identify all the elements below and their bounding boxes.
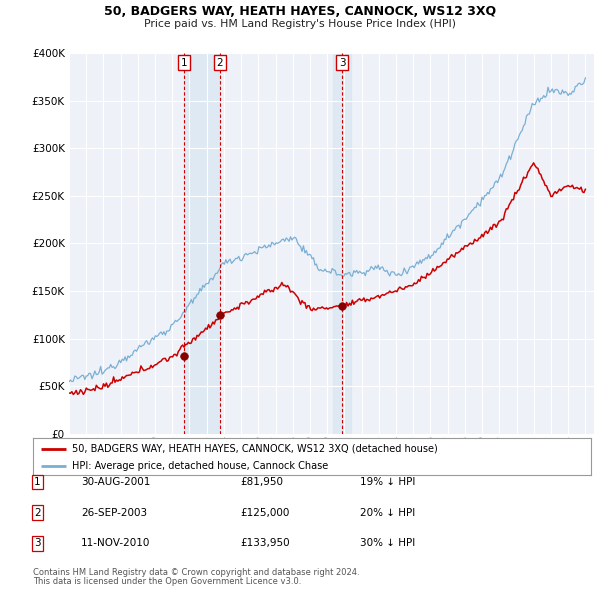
- Bar: [184, 53, 220, 434]
- Text: This data is licensed under the Open Government Licence v3.0.: This data is licensed under the Open Gov…: [33, 578, 301, 586]
- Text: 20% ↓ HPI: 20% ↓ HPI: [360, 508, 415, 517]
- Text: 11-NOV-2010: 11-NOV-2010: [81, 539, 151, 548]
- Text: Contains HM Land Registry data © Crown copyright and database right 2024.: Contains HM Land Registry data © Crown c…: [33, 568, 359, 577]
- Text: 30-AUG-2001: 30-AUG-2001: [81, 477, 151, 487]
- Text: 19% ↓ HPI: 19% ↓ HPI: [360, 477, 415, 487]
- Text: 1: 1: [34, 477, 41, 487]
- Text: 3: 3: [338, 58, 346, 68]
- Text: 3: 3: [34, 539, 41, 548]
- Text: 2: 2: [34, 508, 41, 517]
- Text: £133,950: £133,950: [240, 539, 290, 548]
- Text: Price paid vs. HM Land Registry's House Price Index (HPI): Price paid vs. HM Land Registry's House …: [144, 19, 456, 29]
- Text: HPI: Average price, detached house, Cannock Chase: HPI: Average price, detached house, Cann…: [72, 461, 328, 471]
- Text: 30% ↓ HPI: 30% ↓ HPI: [360, 539, 415, 548]
- Bar: [334, 53, 350, 434]
- Text: 1: 1: [181, 58, 187, 68]
- Text: 50, BADGERS WAY, HEATH HAYES, CANNOCK, WS12 3XQ: 50, BADGERS WAY, HEATH HAYES, CANNOCK, W…: [104, 5, 496, 18]
- Text: 2: 2: [217, 58, 223, 68]
- Text: £81,950: £81,950: [240, 477, 283, 487]
- Text: £125,000: £125,000: [240, 508, 289, 517]
- Text: 26-SEP-2003: 26-SEP-2003: [81, 508, 147, 517]
- Text: 50, BADGERS WAY, HEATH HAYES, CANNOCK, WS12 3XQ (detached house): 50, BADGERS WAY, HEATH HAYES, CANNOCK, W…: [72, 444, 438, 454]
